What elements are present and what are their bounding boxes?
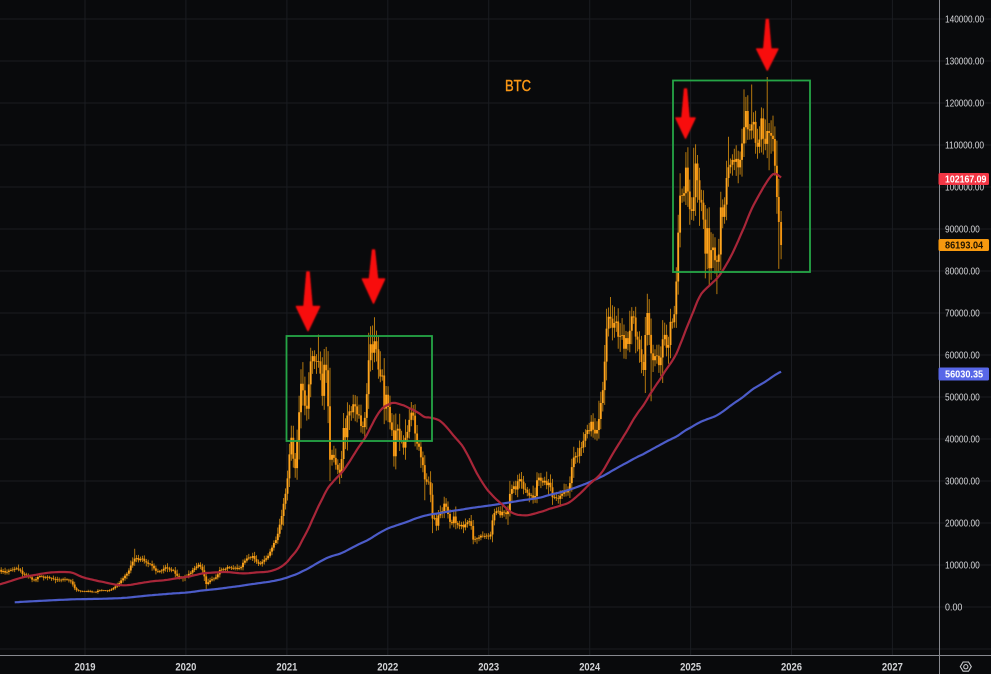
svg-text:2025: 2025: [680, 662, 701, 674]
svg-text:90000.00: 90000.00: [945, 224, 980, 236]
svg-text:2024: 2024: [579, 662, 601, 674]
svg-text:56030.35: 56030.35: [945, 369, 983, 381]
svg-text:40000.00: 40000.00: [945, 434, 980, 446]
svg-text:30000.00: 30000.00: [945, 476, 980, 488]
svg-text:120000.00: 120000.00: [945, 98, 984, 110]
svg-text:130000.00: 130000.00: [945, 56, 984, 68]
svg-text:10000.00: 10000.00: [945, 560, 980, 572]
svg-text:2026: 2026: [781, 662, 802, 674]
svg-text:80000.00: 80000.00: [945, 266, 980, 278]
svg-text:2019: 2019: [75, 662, 96, 674]
svg-text:0.00: 0.00: [945, 602, 963, 614]
svg-text:140000.00: 140000.00: [945, 14, 984, 26]
svg-text:110000.00: 110000.00: [945, 140, 984, 152]
svg-text:50000.00: 50000.00: [945, 392, 980, 404]
svg-text:2022: 2022: [377, 662, 398, 674]
svg-text:102167.09: 102167.09: [945, 174, 987, 186]
svg-text:2023: 2023: [478, 662, 499, 674]
svg-text:70000.00: 70000.00: [945, 308, 980, 320]
svg-text:2020: 2020: [175, 662, 196, 674]
svg-text:86193.04: 86193.04: [945, 240, 983, 252]
svg-text:20000.00: 20000.00: [945, 518, 980, 530]
svg-text:2027: 2027: [882, 662, 903, 674]
svg-text:60000.00: 60000.00: [945, 350, 980, 362]
svg-text:BTC: BTC: [505, 78, 531, 95]
svg-text:2021: 2021: [276, 662, 297, 674]
